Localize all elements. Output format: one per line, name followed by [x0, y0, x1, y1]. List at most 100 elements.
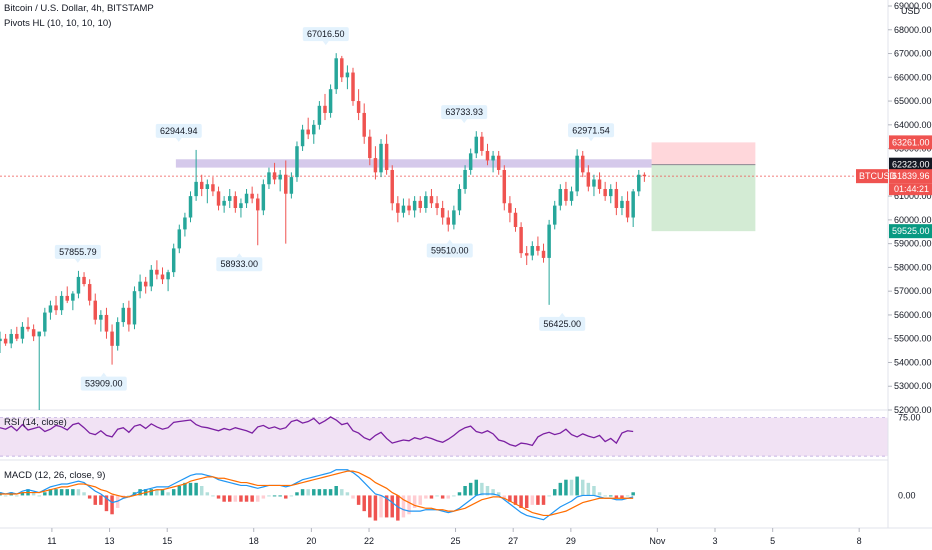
macd-histogram-bar	[43, 492, 47, 496]
macd-histogram-bar	[536, 495, 540, 505]
macd-histogram-bar	[250, 495, 254, 502]
macd-histogram-bar	[356, 495, 361, 505]
candle-body	[485, 150, 490, 161]
y-tick-label: 67000.00	[894, 49, 932, 59]
x-tick-label: 13	[105, 536, 115, 546]
candle-body	[278, 174, 282, 180]
time-axis: 11 13 15 18 20 22 25 27 29 Nov 3 5 8	[0, 527, 932, 546]
candle-body	[312, 124, 316, 135]
candle-body	[239, 203, 243, 208]
candle-body	[31, 329, 36, 337]
candle-body	[407, 205, 411, 211]
pivot-label-box	[302, 27, 349, 42]
currency-label[interactable]: USD	[900, 6, 920, 16]
macd-histogram-bar	[480, 482, 484, 496]
macd-histogram-bar	[71, 489, 75, 496]
candle-body	[435, 203, 439, 208]
y-tick-label: 56000.00	[894, 310, 932, 320]
candle-body	[65, 295, 69, 301]
signal-line	[0, 470, 634, 517]
candle-body	[603, 188, 607, 197]
candle-body	[379, 143, 383, 173]
x-tick-label: 3	[713, 536, 718, 546]
candle-body	[558, 188, 563, 206]
candle-body	[99, 314, 103, 320]
candle-body	[93, 300, 97, 320]
indicator-title[interactable]: Pivots HL (10, 10, 10, 10)	[4, 18, 112, 29]
candle-body	[541, 250, 546, 258]
candle-body	[491, 155, 495, 161]
x-tick-label: 15	[162, 536, 172, 546]
y-tick-label: 68000.00	[894, 25, 932, 35]
macd-histogram-bar	[194, 482, 198, 496]
macd-histogram-bar	[558, 482, 563, 496]
macd-histogram-bar	[37, 495, 41, 497]
pivot-label-pointer	[74, 258, 81, 263]
candle-body	[480, 136, 484, 151]
candle-body	[564, 188, 568, 201]
macd-histogram-bar	[99, 495, 103, 505]
y-tick-label: 57000.00	[894, 286, 932, 296]
macd-histogram-bar	[631, 492, 635, 496]
candle-body	[20, 326, 25, 339]
macd-histogram-bar	[256, 495, 260, 502]
macd-histogram-bar	[547, 495, 551, 497]
candle-body	[642, 174, 647, 177]
macd-histogram-bar	[412, 495, 417, 508]
take-profit-zone	[651, 164, 756, 232]
macd-histogram-bar	[485, 486, 490, 496]
pivot-label-box	[539, 316, 586, 331]
resistance-band	[0, 159, 888, 177]
candle-body	[614, 188, 619, 208]
candle-body	[457, 188, 462, 211]
candle-body	[609, 188, 613, 197]
macd-histogram-bar	[93, 495, 97, 505]
candle-body	[199, 181, 204, 189]
pivot-label-box	[216, 257, 263, 272]
macd-histogram-bar	[177, 486, 182, 496]
candle-body	[26, 326, 30, 330]
macd-histogram-bar	[368, 495, 372, 518]
candle-body	[446, 217, 450, 225]
symbol-title[interactable]: Bitcoin / U.S. Dollar, 4h, BITSTAMP	[4, 3, 154, 14]
macd-histogram-bar	[620, 495, 624, 499]
candle-body	[183, 217, 187, 230]
candle-body	[334, 58, 338, 90]
y-tick-label: 59000.00	[894, 239, 932, 249]
macd-histogram-bar	[166, 492, 170, 496]
candle-body	[127, 307, 131, 325]
candle-body	[138, 281, 142, 292]
symbol-tag-label: BTCUSD	[859, 171, 897, 181]
rsi-title[interactable]: RSI (14, close)	[4, 417, 67, 428]
candle-body	[48, 305, 53, 313]
macd-histogram-bar	[20, 492, 25, 496]
grid	[0, 409, 888, 461]
macd-histogram-bar	[541, 495, 546, 505]
macd-histogram-bar	[261, 495, 266, 499]
macd-histogram-bar	[496, 492, 501, 496]
candle-body	[323, 105, 327, 113]
candle-body	[474, 136, 479, 154]
macd-histogram-bar	[586, 482, 591, 496]
macd-title[interactable]: MACD (12, 26, close, 9)	[4, 470, 106, 481]
pivot-label-box	[54, 244, 101, 259]
macd-histogram-bar	[239, 495, 243, 502]
macd-histogram-bar	[452, 495, 456, 497]
pivot-label-pointer	[461, 119, 468, 124]
macd-histogram-bar	[429, 495, 434, 499]
long-position-tool	[651, 142, 756, 232]
pivot-label-box	[441, 105, 488, 120]
candle-body	[166, 272, 170, 280]
y-tick-label: 64000.00	[894, 120, 932, 130]
macd-histogram-bar	[300, 489, 305, 496]
price-tag	[889, 157, 932, 172]
pivot-label-pointer	[236, 253, 243, 258]
macd-histogram-bar	[362, 495, 366, 512]
macd-histogram-bar	[188, 482, 193, 496]
candle-body	[637, 174, 641, 192]
candle-body	[362, 112, 366, 137]
macd-histogram-bar	[340, 489, 344, 496]
pivot-label-box	[426, 243, 473, 258]
x-tick-label: 20	[306, 536, 316, 546]
